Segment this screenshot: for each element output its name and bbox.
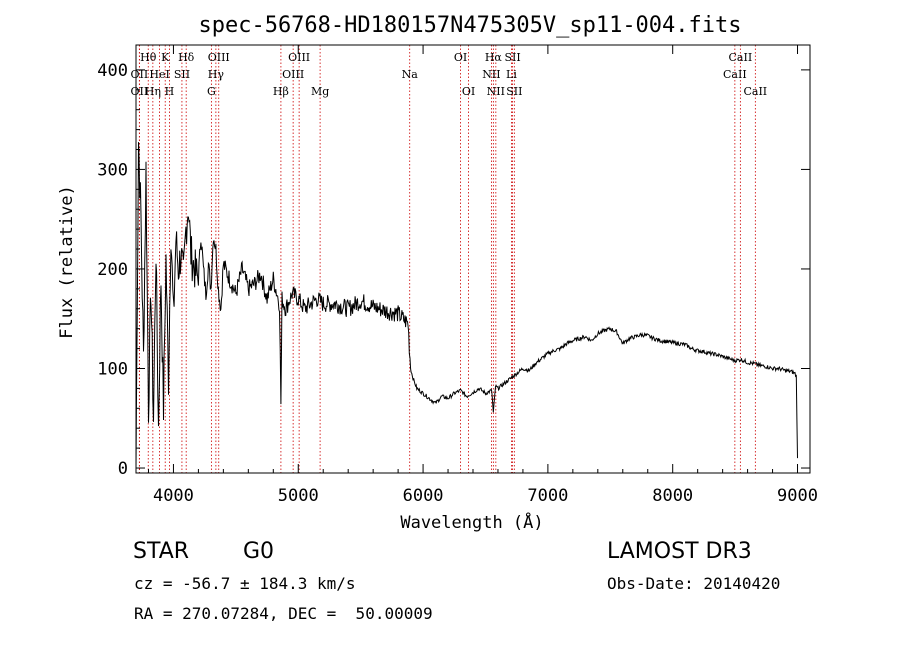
- line-label-OIII-a: OIII: [208, 51, 230, 64]
- x-tick-label-8000: 8000: [652, 486, 693, 506]
- spectrum-chart: spec-56768-HD180157N475305V_sp11-004.fit…: [57, 13, 818, 533]
- x-tick-label-4000: 4000: [153, 486, 194, 506]
- line-label-Li: Li: [506, 68, 517, 81]
- line-label-H-alpha: Hα: [485, 51, 503, 64]
- redshift-velocity: cz = -56.7 ± 184.3 km/s: [134, 574, 356, 593]
- ra-dec: RA = 270.07284, DEC = 50.00009: [134, 604, 433, 623]
- line-label-G: G: [207, 85, 216, 98]
- line-label-OI-a: OI: [454, 51, 467, 64]
- line-label-NII-b: NII: [487, 85, 505, 98]
- line-label-CaII-c: CaII: [743, 85, 767, 98]
- y-tick-label-400: 400: [97, 61, 128, 81]
- x-axis-label: Wavelength (Å): [400, 511, 543, 533]
- x-tick-label-7000: 7000: [527, 486, 568, 506]
- y-tick-label-200: 200: [97, 260, 128, 280]
- line-label-H: H: [165, 85, 175, 98]
- line-label-H-beta: Hβ: [273, 85, 289, 98]
- chart-title: spec-56768-HD180157N475305V_sp11-004.fit…: [198, 13, 741, 38]
- line-label-OII: OII: [131, 68, 149, 81]
- line-label-H-theta: Hθ: [140, 51, 157, 64]
- line-label-OI-b: OI: [462, 85, 475, 98]
- object-subclass: G0: [243, 539, 275, 564]
- line-label-SII-a: SII: [174, 68, 190, 81]
- line-label-H-gamma: Hγ: [208, 68, 225, 81]
- y-tick-label-100: 100: [97, 359, 128, 379]
- line-label-NII-a: NII: [482, 68, 500, 81]
- y-tick-label-300: 300: [97, 160, 128, 180]
- line-label-OIII-c: OIII: [288, 51, 310, 64]
- plot-frame: [135, 44, 811, 474]
- x-tick-label-5000: 5000: [278, 486, 319, 506]
- line-label-Mg: Mg: [311, 85, 329, 98]
- line-label-K: K: [161, 51, 170, 64]
- line-label-H-delta: Hδ: [178, 51, 195, 64]
- line-label-H-eta: Hη: [145, 85, 161, 98]
- line-label-SII-b: SII: [504, 51, 520, 64]
- object-class: STAR: [133, 539, 190, 564]
- line-label-Na: Na: [402, 68, 419, 81]
- x-tick-label-6000: 6000: [403, 486, 444, 506]
- line-label-HeI: HeI: [149, 68, 169, 81]
- flux-curve: [135, 142, 798, 469]
- y-axis-label: Flux (relative): [57, 185, 77, 339]
- line-label-SII-c: SII: [506, 85, 522, 98]
- line-label-CaII-a: CaII: [723, 68, 747, 81]
- line-label-OIII-b: OIII: [282, 68, 304, 81]
- line-label-CII: OII: [131, 85, 149, 98]
- survey-label: LAMOST DR3: [607, 539, 752, 564]
- y-tick-label-0: 0: [118, 459, 128, 479]
- observation-date: Obs-Date: 20140420: [607, 574, 781, 593]
- line-label-CaII-b: CaII: [729, 51, 753, 64]
- x-tick-label-9000: 9000: [777, 486, 818, 506]
